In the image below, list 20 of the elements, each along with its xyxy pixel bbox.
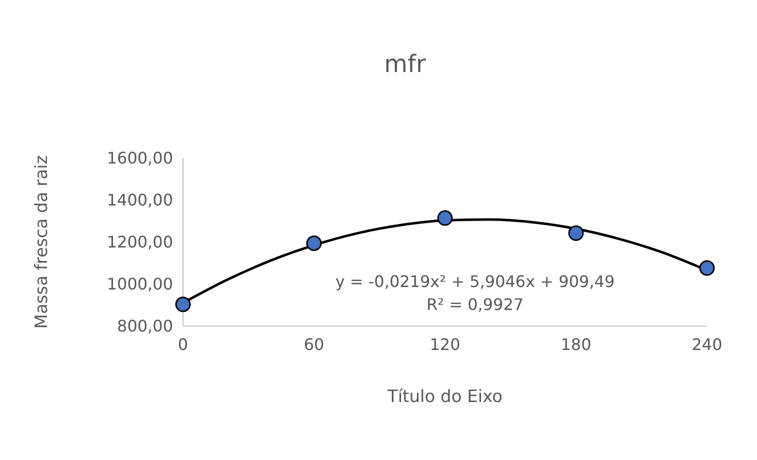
y-tick-label: 1200,00 — [106, 232, 173, 252]
y-tick-label: 1600,00 — [106, 148, 173, 168]
x-tick-label: 60 — [304, 335, 324, 354]
annotation: y = -0,0219x² + 5,9046x + 909,49 — [335, 272, 615, 291]
x-tick-label: 240 — [692, 335, 722, 354]
x-tick-label: 120 — [430, 335, 460, 354]
point — [306, 236, 322, 252]
x-tick-label: 0 — [178, 335, 188, 354]
y-tick-label: 1400,00 — [106, 190, 173, 210]
y-tick-label: 1000,00 — [106, 274, 173, 294]
point — [175, 296, 191, 312]
annotation: R² = 0,9927 — [426, 295, 524, 314]
point — [699, 260, 715, 276]
y-tick-label: 800,00 — [117, 316, 173, 336]
point — [568, 225, 584, 241]
chart-title: mfr — [384, 50, 426, 78]
x-axis-title: Título do Eixo — [386, 387, 503, 407]
x-tick-label: 180 — [560, 335, 592, 354]
y-axis-title: Massa fresca da raiz — [32, 155, 52, 329]
point — [437, 210, 453, 226]
